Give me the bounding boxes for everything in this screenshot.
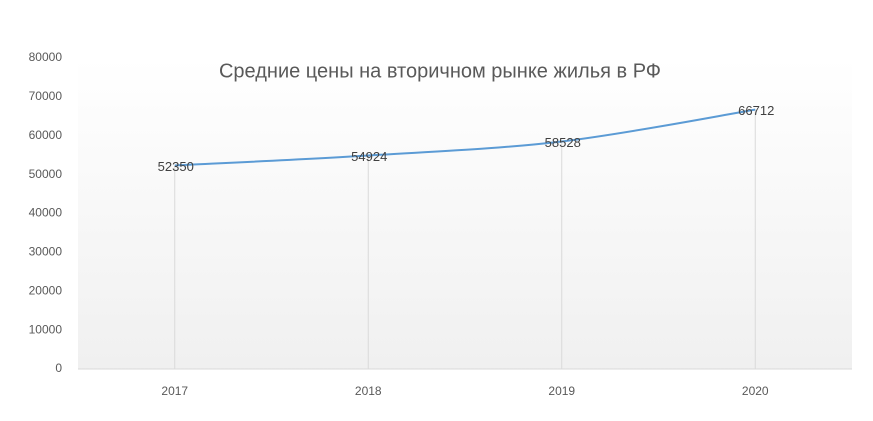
x-tick-label: 2019 xyxy=(548,384,575,398)
line xyxy=(174,108,756,167)
data-label: 54924 xyxy=(351,149,387,164)
y-tick-label: 50000 xyxy=(29,167,63,181)
y-tick-label: 70000 xyxy=(29,89,63,103)
y-tick-label: 60000 xyxy=(29,128,63,142)
data-label: 66712 xyxy=(738,103,774,118)
y-tick-label: 10000 xyxy=(29,322,63,336)
data-label: 58528 xyxy=(545,135,581,150)
x-tick-label: 2020 xyxy=(742,384,769,398)
chart-title: Средние цены на вторичном рынке жилья в … xyxy=(219,60,661,82)
y-tick-label: 80000 xyxy=(29,50,63,64)
y-tick-label: 20000 xyxy=(29,283,63,297)
plot-area xyxy=(78,58,852,369)
data-label: 52350 xyxy=(158,159,194,174)
y-tick-label: 0 xyxy=(55,361,62,375)
y-tick-label: 40000 xyxy=(29,206,63,220)
x-tick-label: 2018 xyxy=(355,384,382,398)
x-tick-label: 2017 xyxy=(161,384,188,398)
y-tick-label: 30000 xyxy=(29,245,63,259)
